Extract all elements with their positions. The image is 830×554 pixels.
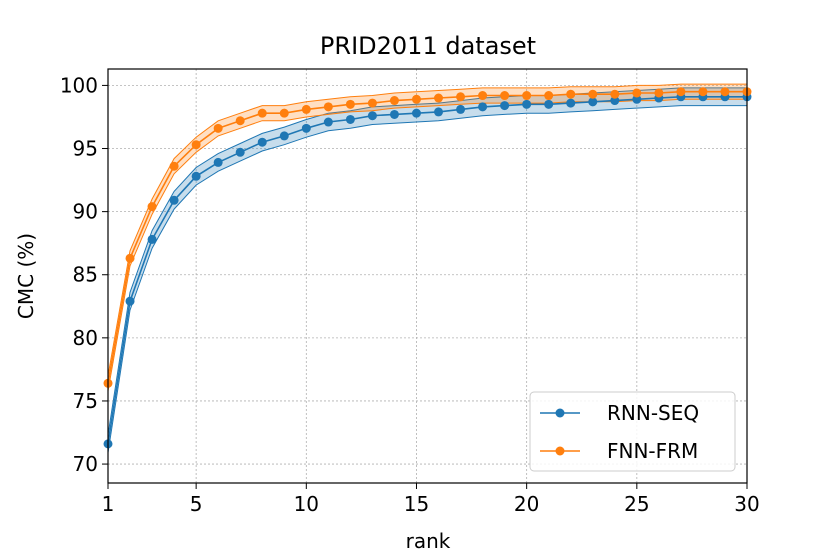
fnn-frm-point [610,89,620,99]
rnn-seq-point [411,108,421,118]
plot-frame [107,68,748,484]
legend-box [529,391,736,472]
x-tick-label: 25 [624,492,649,516]
y-tick-label: 100 [60,73,98,97]
fnn-frm-point [301,104,311,114]
y-tick-label: 85 [73,263,98,287]
fnn-frm-point [191,140,201,150]
fnn-frm-point [257,108,267,118]
rnn-seq-point [389,109,399,119]
fnn-frm-point [235,116,245,126]
fnn-frm-legend-label: FNN-FRM [607,439,698,463]
fnn-frm-point [522,91,532,101]
rnn-seq-point [125,296,135,306]
fnn-frm-point [389,96,399,106]
rnn-seq-point [500,101,510,111]
x-tick-label: 5 [190,492,203,516]
y-tick-label: 90 [73,200,98,224]
fnn-frm-point [544,91,554,101]
rnn-seq-point [257,137,267,147]
series-markers [103,87,752,449]
rnn-seq-point [213,157,223,167]
rnn-seq-point [544,99,554,109]
rnn-seq-point [191,171,201,181]
rnn-seq-point [478,102,488,112]
x-tick-label: 10 [294,492,319,516]
fnn-frm-point [566,89,576,99]
fnn-frm-point [588,89,598,99]
rnn-seq-point [235,147,245,157]
fnn-frm-point [279,108,289,118]
rnn-seq-point [588,97,598,107]
rnn-seq-legend-label: RNN-SEQ [607,401,699,425]
x-tick-label: 1 [102,492,115,516]
rnn-seq-point [367,111,377,121]
x-tick-label: 30 [734,492,759,516]
y-tick-label: 75 [73,389,98,413]
fnn-frm-point [434,93,444,103]
rnn-seq-point [279,131,289,141]
rnn-seq-point [522,99,532,109]
fnn-frm-point [147,202,157,212]
fnn-frm-point [125,253,135,263]
x-tick-label: 15 [404,492,429,516]
chart-title: PRID2011 dataset [320,32,536,60]
rnn-seq-point [169,195,179,205]
fnn-frm-point [169,161,179,171]
fnn-frm-point [323,102,333,112]
fnn-frm-legend-marker [555,446,565,456]
fnn-frm-point [456,92,466,102]
fnn-frm-point [411,94,421,104]
rnn-seq-point [434,107,444,117]
x-axis-label: rank [406,529,451,553]
fnn-frm-point [698,87,708,97]
fnn-frm-point [676,87,686,97]
fnn-frm-point [500,91,510,101]
rnn-seq-point [566,98,576,108]
rnn-seq-point [345,114,355,124]
fnn-frm-point [367,98,377,108]
rnn-seq-point [456,104,466,114]
y-tick-label: 70 [73,452,98,476]
rnn-seq-point [301,123,311,133]
rnn-seq-point [610,96,620,106]
fnn-frm-point [345,99,355,109]
rnn-seq-legend-marker [555,408,565,418]
rnn-seq-point [323,117,333,127]
fnn-frm-point [478,91,488,101]
fnn-frm-point [213,123,223,133]
y-axis-label: CMC (%) [14,233,38,319]
rnn-seq-point [632,94,642,104]
legend: RNN-SEQ FNN-FRM [529,391,736,472]
fnn-frm-point [654,88,664,98]
y-tick-label: 80 [73,326,98,350]
y-tick-label: 95 [73,137,98,161]
fnn-frm-point [720,87,730,97]
fnn-frm-point [632,88,642,98]
rnn-seq-point [147,234,157,244]
x-tick-label: 20 [514,492,539,516]
